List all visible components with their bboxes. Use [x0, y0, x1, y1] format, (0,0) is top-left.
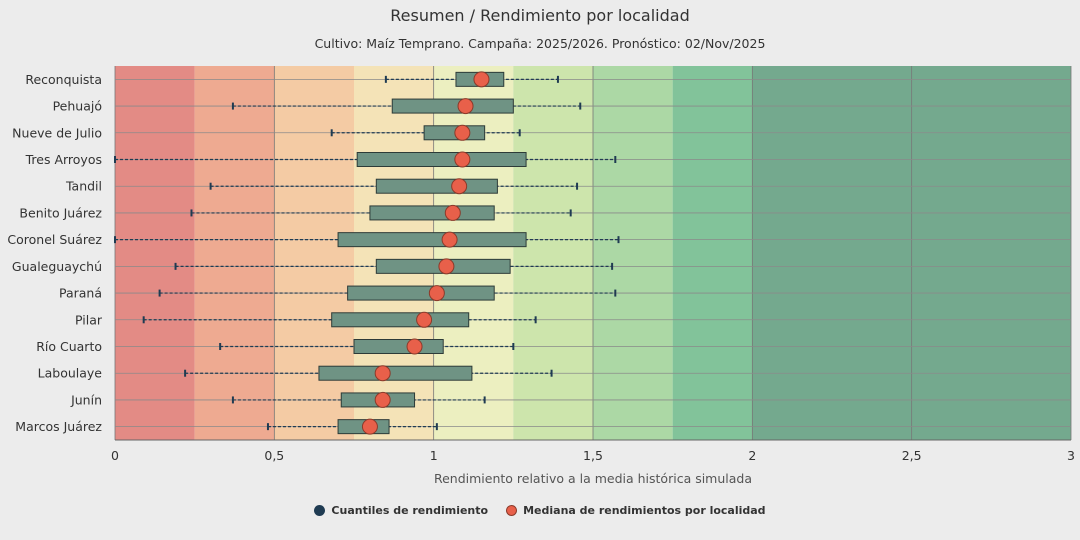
band-2 — [274, 66, 354, 440]
median-marker-icon — [506, 505, 518, 516]
median-marker — [428, 285, 445, 302]
median-marker — [454, 151, 471, 168]
quartile-box — [375, 178, 498, 194]
category-label: Pehuajó — [53, 99, 102, 114]
category-label: Tandil — [65, 179, 102, 194]
median-marker — [374, 365, 391, 382]
quartile-box — [331, 312, 470, 328]
band-7 — [672, 66, 753, 440]
x-axis-ticks: 0 0,5 1 1,5 2 2,5 3 — [111, 448, 1075, 463]
category-label: Paraná — [59, 286, 102, 301]
band-5 — [513, 66, 593, 440]
row-2: Nueve de Julio — [12, 124, 1071, 141]
band-6 — [593, 66, 673, 440]
legend-label-quantiles: Cuantiles de rendimiento — [331, 504, 489, 517]
category-label: Marcos Juárez — [15, 419, 102, 434]
quartile-box — [356, 152, 527, 167]
median-marker — [451, 178, 468, 195]
chart-title: Resumen / Rendimiento por localidad — [390, 6, 690, 25]
category-label: Reconquista — [25, 72, 102, 87]
category-label: Pilar — [75, 312, 103, 327]
category-label: Tres Arroyos — [25, 152, 102, 167]
category-label: Benito Juárez — [19, 205, 102, 220]
x-tick-label-0: 0 — [111, 448, 119, 463]
row-3: Tres Arroyos — [25, 151, 1071, 168]
quartile-box — [391, 98, 514, 114]
category-label: Junín — [70, 392, 102, 407]
row-5: Benito Juárez — [19, 204, 1071, 221]
quantile-marker-icon — [314, 505, 326, 516]
quartile-box — [337, 232, 527, 248]
rows-layer: Reconquista Pehuajó Nueve de Julio Tres Arr… — [7, 71, 1071, 435]
band-4 — [433, 66, 514, 440]
row-12: Junín — [70, 391, 1071, 408]
band-0 — [115, 66, 195, 440]
quartile-box — [353, 339, 444, 354]
quartile-box — [369, 205, 495, 221]
chart-subtitle: Cultivo: Maíz Temprano. Campaña: 2025/20… — [314, 36, 766, 51]
category-label: Nueve de Julio — [12, 125, 102, 140]
category-label: Coronel Suárez — [7, 232, 102, 247]
row-6: Coronel Suárez — [7, 231, 1071, 248]
legend-item-quantiles[interactable]: Cuantiles de rendimiento — [314, 504, 488, 517]
median-marker — [473, 71, 490, 88]
median-marker — [457, 98, 474, 115]
quartile-box — [318, 365, 473, 381]
legend: Cuantiles de rendimiento Mediana de rend… — [0, 504, 1080, 517]
band-1 — [194, 66, 275, 440]
median-marker — [416, 311, 433, 328]
row-9: Pilar — [75, 311, 1071, 328]
legend-item-median[interactable]: Mediana de rendimientos por localidad — [506, 504, 766, 517]
category-label: Gualeguaychú — [12, 259, 102, 274]
legend-label-median: Mediana de rendimientos por localidad — [523, 504, 766, 517]
median-marker — [374, 391, 391, 408]
band-3 — [354, 66, 434, 440]
row-4: Tandil — [65, 178, 1071, 195]
category-label: Laboulaye — [38, 366, 103, 381]
row-7: Gualeguaychú — [12, 258, 1071, 275]
median-marker — [444, 204, 461, 221]
x-tick-label-1: 0,5 — [264, 448, 284, 463]
median-marker — [361, 418, 378, 435]
x-tick-label-4: 2 — [748, 448, 756, 463]
median-marker — [454, 124, 471, 141]
median-marker — [438, 258, 455, 275]
median-marker — [441, 231, 458, 248]
x-tick-label-5: 2,5 — [902, 448, 922, 463]
median-marker — [406, 338, 423, 355]
row-13: Marcos Juárez — [15, 418, 1071, 435]
x-axis-title: Rendimiento relativo a la media históric… — [434, 471, 752, 486]
category-label: Río Cuarto — [36, 339, 102, 354]
x-tick-label-6: 3 — [1067, 448, 1075, 463]
row-8: Paraná — [59, 285, 1071, 302]
quartile-box — [347, 285, 495, 301]
x-tick-label-3: 1,5 — [583, 448, 603, 463]
boxplot-chart: Reconquista Pehuajó Nueve de Julio Tres Arr… — [7, 66, 1075, 486]
row-11: Laboulaye — [38, 365, 1071, 382]
row-1: Pehuajó — [53, 98, 1071, 115]
row-10: Río Cuarto — [36, 338, 1071, 355]
row-0: Reconquista — [25, 71, 1071, 88]
x-tick-label-2: 1 — [430, 448, 438, 463]
